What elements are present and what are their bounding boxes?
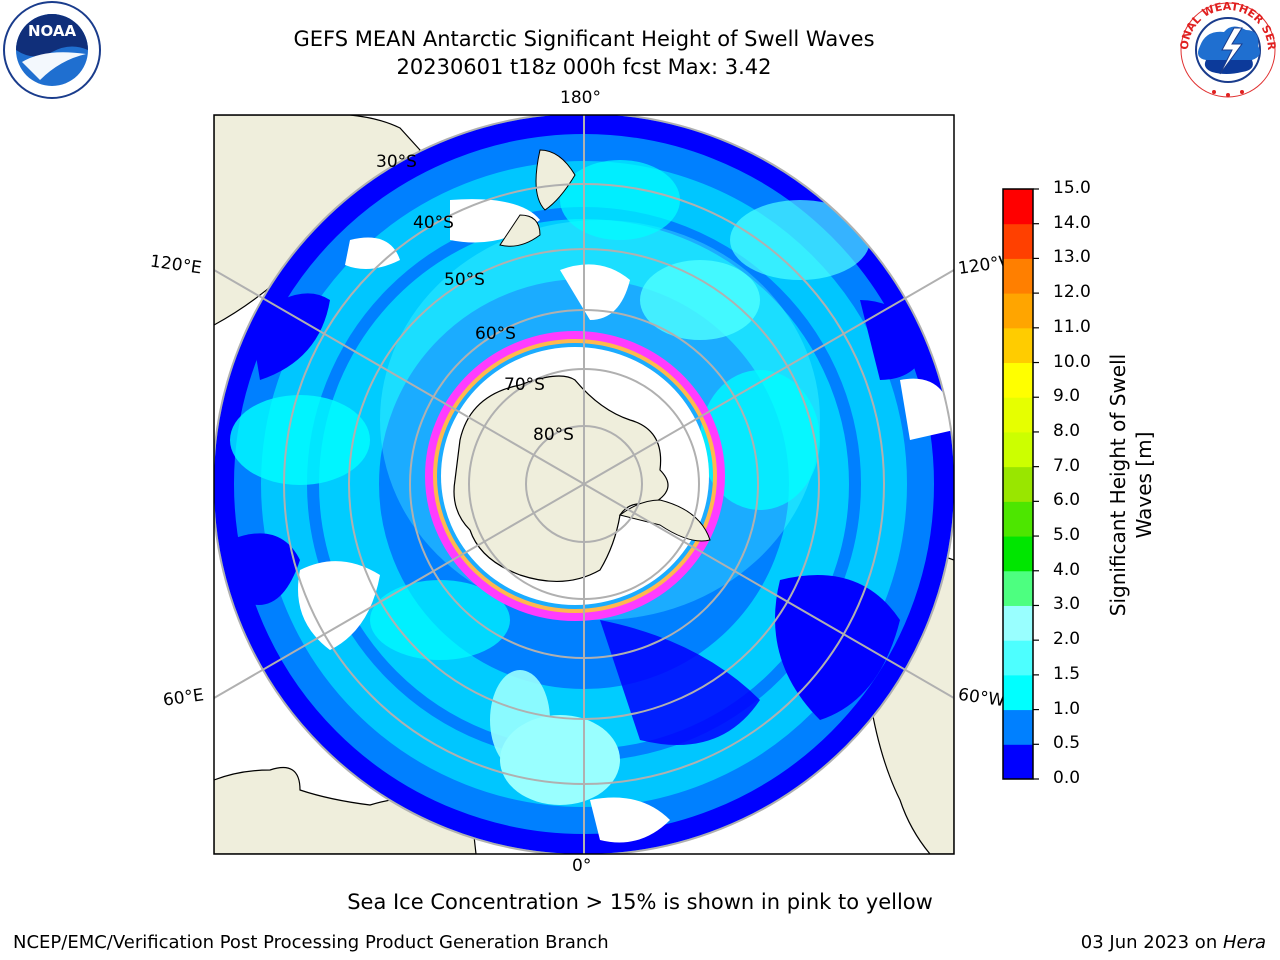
footer-date: 03 Jun 2023 on Hera	[1081, 932, 1266, 953]
colorbar-segment	[1003, 466, 1033, 502]
colorbar-segment	[1003, 536, 1033, 572]
lat-label-50s: 50°S	[444, 270, 485, 290]
colorbar-segment	[1003, 362, 1033, 398]
colorbar-segment	[1003, 501, 1033, 537]
colorbar-segment	[1003, 709, 1033, 745]
colorbar-segment	[1003, 431, 1033, 468]
colorbar-segment	[1003, 223, 1033, 259]
colorbar-tick-label: 3.0	[1053, 594, 1081, 615]
colorbar-segment	[1003, 293, 1033, 329]
nws-logo: NATIONAL WEATHER SERVICE	[1176, 0, 1278, 98]
colorbar-frame	[1002, 188, 1034, 780]
land-new-zealand	[499, 149, 576, 247]
colorbar-tick-label: 1.0	[1053, 698, 1081, 719]
colorbar-segment	[1003, 674, 1033, 711]
colorbar-segment	[1003, 640, 1033, 676]
colorbar-tick-label: 6.0	[1053, 490, 1081, 511]
colorbar-tick-label: 0.5	[1053, 733, 1081, 754]
colorbar-tick-label: 12.0	[1053, 282, 1091, 303]
colorbar-tick-label: 13.0	[1053, 247, 1091, 268]
lat-label-40s: 40°S	[413, 213, 454, 233]
colorbar-tick-label: 4.0	[1053, 559, 1081, 580]
colorbar-tick-label: 15.0	[1053, 178, 1091, 198]
colorbar-tick-label: 7.0	[1053, 455, 1081, 476]
lon-label-0: 0°	[572, 856, 592, 876]
colorbar-segment	[1003, 570, 1033, 606]
colorbar-tick-label: 1.5	[1053, 663, 1081, 684]
lon-label-180: 180°	[560, 88, 601, 108]
chart-subtitle: 20230601 t18z 000h fcst Max: 3.42	[396, 55, 772, 79]
colorbar-tick-label: 2.0	[1053, 629, 1081, 650]
colorbar-segment	[1003, 258, 1033, 294]
colorbar-tick-label: 5.0	[1053, 525, 1081, 546]
chart-title: GEFS MEAN Antarctic Significant Height o…	[293, 27, 875, 51]
colorbar-segment	[1003, 605, 1033, 641]
footer-host: Hera	[1222, 932, 1266, 953]
lat-label-60s: 60°S	[475, 324, 516, 344]
colorbar-tick-label: 10.0	[1053, 351, 1091, 372]
colorbar-tick-label: 9.0	[1053, 386, 1081, 407]
colorbar-tick-label: 0.0	[1053, 768, 1081, 788]
lat-label-80s: 80°S	[533, 425, 574, 445]
footer-date-text: 03 Jun 2023 on	[1080, 932, 1223, 953]
colorbar-title: Significant Height of Swell Waves [m]	[1105, 305, 1157, 665]
colorbar-segment	[1003, 744, 1033, 780]
footer-credit: NCEP/EMC/Verification Post Processing Pr…	[13, 932, 609, 953]
lat-label-30s: 30°S	[376, 152, 417, 172]
colorbar-segment	[1003, 189, 1033, 225]
colorbar-tick-label: 11.0	[1053, 316, 1091, 337]
colorbar-tick-label: 8.0	[1053, 420, 1081, 441]
colorbar-segment	[1003, 327, 1033, 364]
colorbar-title-line2: Waves [m]	[1132, 431, 1156, 539]
sea-ice-caption: Sea Ice Concentration > 15% is shown in …	[347, 890, 933, 914]
colorbar-segment	[1003, 397, 1033, 433]
noaa-logo: NOAA	[3, 1, 101, 99]
lat-label-70s: 70°S	[504, 375, 545, 395]
colorbar-tick-label: 14.0	[1053, 212, 1091, 233]
colorbar-title-line1: Significant Height of Swell	[1106, 353, 1130, 617]
noaa-logo-text: NOAA	[28, 22, 77, 40]
